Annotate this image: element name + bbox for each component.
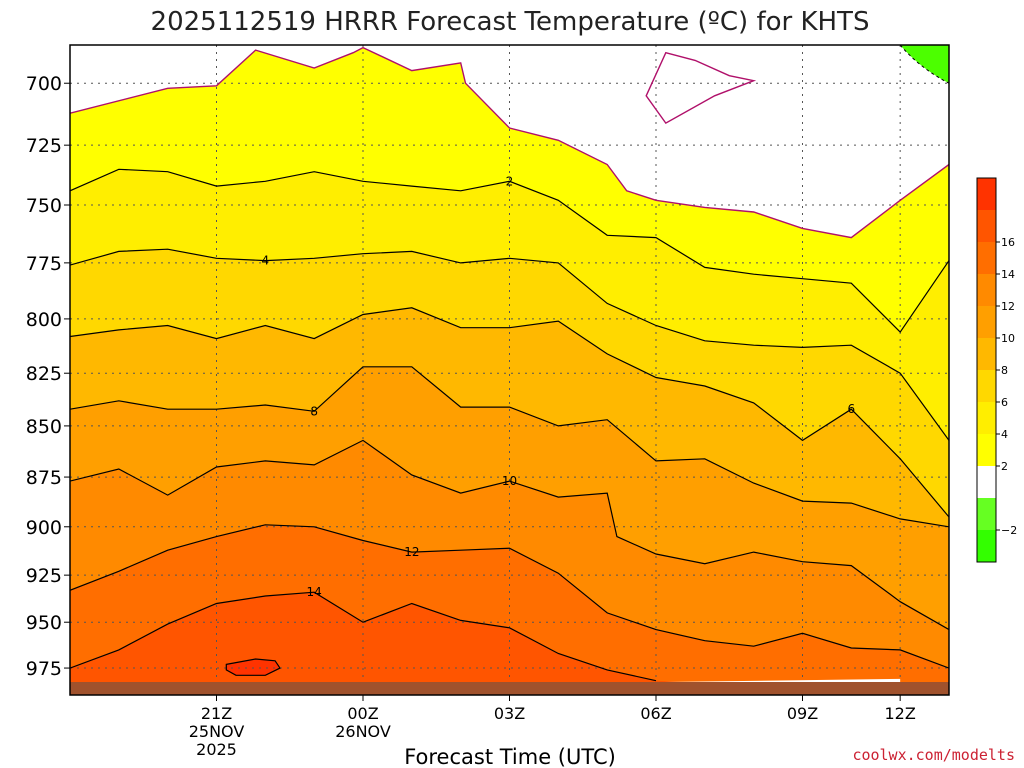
colorbar-label-4: 4: [1001, 428, 1008, 441]
ytick-label-750: 750: [26, 195, 62, 217]
contour-subzero: [899, 45, 949, 84]
contour-0-0: [70, 46, 949, 239]
chart-title: 2025112519 HRRR Forecast Temperature (ºC…: [151, 7, 870, 37]
xtick-sublabel-0-1: 2025: [196, 740, 237, 759]
colorbar: −2 2 4 6 8 10 12 14 16: [976, 177, 1017, 563]
band-subzero: [900, 45, 949, 84]
xtick-label-2: 03Z: [494, 704, 525, 723]
ytick-label-875: 875: [26, 467, 62, 489]
ytick-label-775: 775: [26, 253, 62, 275]
xtick-sublabel-0-0: 25NOV: [189, 722, 245, 741]
ytick-label-950: 950: [26, 612, 62, 634]
ground-surface: [70, 682, 949, 695]
colorbar-band--4: [977, 530, 996, 562]
xtick-label-4: 09Z: [787, 704, 818, 723]
colorbar-band-10: [977, 306, 996, 338]
credit-text: coolwx.com/modelts: [852, 746, 1015, 764]
colorbar-label--2: −2: [1001, 524, 1017, 537]
temperature-contours: [70, 45, 949, 682]
colorbar-label-6: 6: [1001, 396, 1008, 409]
contour-labels: 2 4 6 8 10 12 14: [262, 174, 856, 599]
colorbar-band-0: [977, 466, 996, 498]
ytick-label-700: 700: [26, 73, 62, 95]
colorbar-label-16: 16: [1001, 236, 1015, 249]
contour-4-3: [70, 248, 949, 441]
contour-8-5: [70, 366, 949, 528]
ytick-label-800: 800: [26, 309, 62, 331]
ytick-label-825: 825: [26, 363, 62, 385]
xtick-label-3: 06Z: [640, 704, 671, 723]
contour-0-1: [645, 51, 757, 125]
colorbar-band-4: [977, 402, 996, 434]
temperature-fill-bands: [70, 45, 949, 695]
contour-14-8: [70, 591, 657, 682]
contour-12-7: [70, 524, 949, 669]
contour-label-12: 12: [404, 545, 419, 559]
contour-label-14: 14: [307, 585, 322, 599]
colorbar-band-18: [977, 178, 996, 210]
ytick-label-925: 925: [26, 565, 62, 587]
xtick-label-1: 00Z: [347, 704, 378, 723]
colorbar-band-12: [977, 274, 996, 306]
contour-label-10: 10: [502, 474, 517, 488]
colorbar-band-8: [977, 338, 996, 370]
colorbar-label-12: 12: [1001, 300, 1015, 313]
colorbar-label-10: 10: [1001, 332, 1015, 345]
band-above-14: [70, 592, 949, 695]
colorbar-label-14: 14: [1001, 268, 1015, 281]
ytick-label-900: 900: [26, 517, 62, 539]
xtick-label-0: 21Z: [201, 704, 232, 723]
contour-2-2: [70, 168, 949, 334]
colorbar-band--2: [977, 498, 996, 530]
colorbar-band-2: [977, 434, 996, 466]
colorbar-band-14: [977, 242, 996, 274]
colorbar-label-2: 2: [1001, 460, 1008, 473]
colorbar-label-8: 8: [1001, 364, 1008, 377]
contour-label-6: 6: [848, 402, 856, 416]
x-axis-label: Forecast Time (UTC): [404, 745, 616, 768]
contour-label-8: 8: [310, 404, 318, 418]
colorbar-band-6: [977, 370, 996, 402]
contour-6-4: [70, 307, 949, 518]
contour-16-9: [225, 658, 281, 676]
plot-area: [70, 45, 949, 695]
band-above-16: [226, 659, 280, 676]
xtick-sublabel-1-0: 26NOV: [335, 722, 391, 741]
y-axis: 700 725 750 775 800 825 850 875 900 925 950 975: [26, 73, 70, 680]
contour-label-2: 2: [506, 174, 514, 188]
contour-label-4: 4: [262, 254, 270, 268]
colorbar-band-16: [977, 210, 996, 242]
ytick-label-975: 975: [26, 658, 62, 680]
contour-10-6: [70, 439, 949, 631]
ytick-label-725: 725: [26, 135, 62, 157]
xtick-label-5: 12Z: [885, 704, 916, 723]
ytick-label-850: 850: [26, 416, 62, 438]
